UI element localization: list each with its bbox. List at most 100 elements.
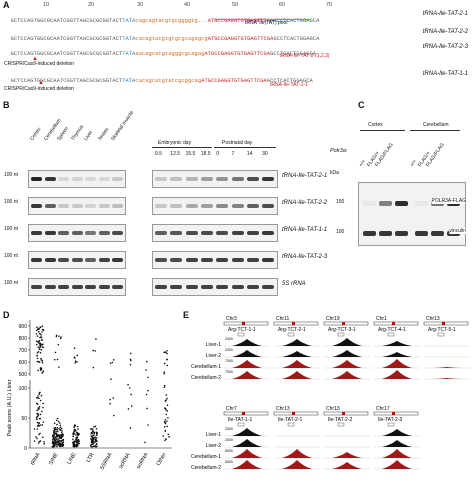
- seq-part-b: TATA: [122, 51, 136, 57]
- track-peak: [232, 439, 262, 447]
- data-point: [147, 389, 149, 392]
- vinculin-band: [415, 231, 428, 236]
- track-peak: [382, 352, 412, 357]
- data-point: [36, 425, 39, 428]
- chromosome-label: Chr17: [376, 406, 390, 412]
- data-point: [94, 350, 96, 352]
- blot-band: [58, 285, 69, 289]
- data-point: [62, 439, 64, 441]
- data-point: [37, 407, 40, 409]
- blot-band: [200, 285, 213, 289]
- flag-band: [415, 201, 428, 206]
- track-peak: [382, 449, 412, 458]
- marker-150: 150: [336, 199, 345, 205]
- data-point: [93, 434, 95, 437]
- track-peak: [232, 460, 262, 469]
- data-point: [130, 405, 133, 407]
- group-cerebellum: Cerebellum: [423, 122, 449, 128]
- sequence-name-3: tRNA-Ile-TAT-2-3: [422, 44, 468, 50]
- sequence-row-2: GCTCCAGTGGCGCAATCGGTTAGCGCGCGGTACTTATAca…: [4, 30, 320, 42]
- data-point: [37, 395, 39, 397]
- track-peak: [232, 428, 262, 436]
- seq-part-d: ATGCCGAGGTGTGAGTTCGA: [207, 18, 274, 24]
- track-peak: [332, 350, 362, 357]
- data-point: [61, 430, 63, 432]
- data-point: [52, 444, 55, 446]
- tissue-blot: [28, 278, 126, 296]
- gene-box: [337, 422, 345, 427]
- ruler-tick: 70: [326, 2, 333, 8]
- data-point: [95, 443, 98, 446]
- blot-band: [58, 177, 69, 181]
- data-point: [35, 333, 38, 335]
- sequence-row-1: GCTCCAGTGGCGCAATCGGTTAGCGCGCGGTACTTATAca…: [4, 12, 320, 24]
- data-point: [62, 434, 64, 437]
- data-point: [59, 443, 62, 445]
- data-point: [37, 408, 40, 411]
- data-point: [166, 349, 168, 352]
- data-point: [57, 438, 60, 440]
- data-point: [35, 396, 38, 399]
- data-point: [38, 397, 40, 400]
- cerebellum-bracket: [410, 130, 460, 131]
- chromosome-ideogram: [373, 321, 419, 326]
- blot-band: [71, 204, 83, 208]
- blot-band: [155, 258, 167, 262]
- data-point: [72, 435, 75, 437]
- chromosome-ideogram: [223, 411, 269, 416]
- data-point: [129, 358, 132, 361]
- blot-band: [262, 285, 275, 289]
- data-point: [129, 359, 132, 362]
- day-label: 15.5: [185, 151, 196, 157]
- data-point: [162, 435, 165, 437]
- data-point: [42, 343, 44, 345]
- gene-label: Ile-TAT-2-3: [378, 417, 402, 423]
- pool-bracket: [214, 19, 310, 20]
- data-point: [145, 369, 147, 371]
- data-point: [39, 326, 42, 329]
- data-point: [53, 429, 56, 432]
- data-point: [59, 426, 62, 429]
- track-peak: [282, 351, 312, 357]
- sample-label: Liver-1: [206, 432, 222, 438]
- data-point: [112, 359, 115, 361]
- data-point: [41, 361, 44, 364]
- day-label: 14: [246, 151, 253, 157]
- gene-box: [337, 332, 345, 337]
- ruler-tick: 40: [184, 2, 191, 8]
- blot-band: [200, 204, 213, 208]
- data-point: [90, 431, 93, 434]
- data-point: [40, 359, 43, 361]
- ruler-tick: 50: [232, 2, 239, 8]
- data-point: [73, 432, 76, 435]
- day-label: 7: [231, 151, 235, 157]
- blot-band: [98, 231, 110, 235]
- data-point: [59, 424, 62, 427]
- data-point: [61, 433, 64, 436]
- tissue-blot: [28, 224, 126, 242]
- blot-band: [246, 231, 259, 235]
- data-point: [61, 442, 64, 445]
- data-point: [55, 419, 58, 422]
- data-point: [35, 436, 37, 438]
- data-point: [58, 437, 61, 439]
- sample-label: Liver-2: [206, 353, 222, 359]
- data-point: [166, 404, 169, 406]
- day-label: 0: [216, 151, 219, 157]
- data-point: [54, 351, 57, 354]
- x-tick-label: SINE: [48, 452, 60, 466]
- data-point: [165, 394, 168, 396]
- data-point: [58, 366, 60, 368]
- data-point: [36, 415, 38, 418]
- data-point: [93, 432, 96, 435]
- crispr-arrow-1: ▲: [32, 56, 38, 62]
- ruler-tick: 1: [4, 2, 8, 8]
- blot-band: [246, 204, 259, 208]
- data-point: [56, 417, 59, 420]
- chromosome-label: Chr3: [226, 316, 237, 322]
- chromosome-locus: [342, 322, 345, 325]
- data-point: [95, 434, 98, 437]
- data-point: [75, 441, 78, 444]
- x-tick-label: snRNA: [136, 452, 150, 470]
- row-label-vinculin: vinculin: [449, 228, 466, 234]
